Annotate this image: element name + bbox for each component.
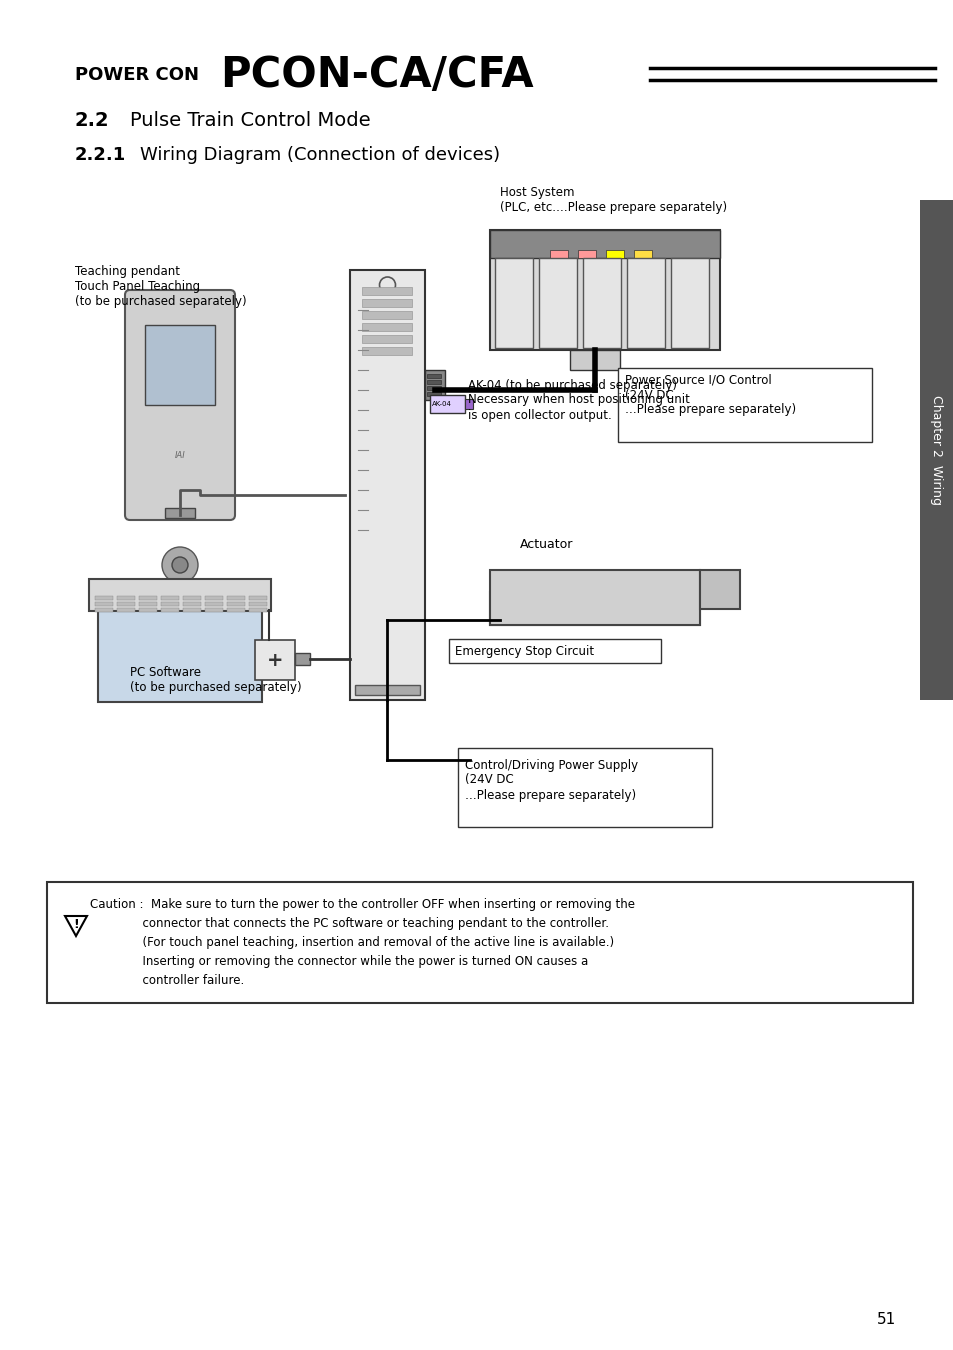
Bar [700,570,740,609]
Text: !: ! [73,918,79,930]
FancyBboxPatch shape [449,639,660,663]
Bar [205,608,223,612]
Bar [139,595,157,599]
Bar [569,350,619,370]
Bar [227,595,245,599]
Bar [161,602,179,606]
Text: Teaching pendant
Touch Panel Teaching
(to be purchased separately): Teaching pendant Touch Panel Teaching (t… [75,265,247,308]
Text: Chapter 2  Wiring: Chapter 2 Wiring [929,396,943,505]
Bar [249,602,267,606]
Text: PC Software
(to be purchased separately): PC Software (to be purchased separately) [130,666,301,694]
Bar [294,653,310,666]
Text: AK-04 (to be purchased separately)
Necessary when host positioning unit
is open : AK-04 (to be purchased separately) Neces… [468,378,689,421]
FancyBboxPatch shape [350,270,424,701]
Bar [582,258,620,348]
Text: Control/Driving Power Supply
(24V DC
…Please prepare separately): Control/Driving Power Supply (24V DC …Pl… [464,759,638,802]
Bar [361,298,412,306]
Bar [361,335,412,343]
Bar [145,325,214,405]
Bar [538,258,577,348]
Text: 2.2: 2.2 [75,111,110,130]
Bar [361,288,412,296]
Text: POWER CON: POWER CON [75,66,199,84]
Bar [361,323,412,331]
Bar [578,250,596,258]
Bar [227,608,245,612]
Bar [427,392,440,396]
Bar [117,595,135,599]
Bar [424,370,444,400]
Text: IAI: IAI [174,451,185,459]
Circle shape [162,547,198,583]
Bar [361,310,412,319]
Text: 2.2.1: 2.2.1 [75,146,126,163]
Bar [117,608,135,612]
Text: Emergency Stop Circuit: Emergency Stop Circuit [455,644,594,657]
Text: 51: 51 [876,1312,895,1327]
Bar [227,602,245,606]
Bar [254,640,294,680]
Bar [361,347,412,355]
FancyBboxPatch shape [125,290,234,520]
Text: Power Source I/O Control
(24V DC
…Please prepare separately): Power Source I/O Control (24V DC …Please… [624,374,796,417]
Bar [205,602,223,606]
Bar [249,608,267,612]
Bar [490,230,720,350]
Bar [605,250,623,258]
Bar [626,258,664,348]
FancyBboxPatch shape [618,369,871,441]
Bar [495,258,533,348]
Bar [427,379,440,383]
FancyBboxPatch shape [47,882,912,1003]
Text: Host System
(PLC, etc.…Please prepare separately): Host System (PLC, etc.…Please prepare se… [499,186,726,215]
Text: Pulse Train Control Mode: Pulse Train Control Mode [130,111,370,130]
Bar [161,595,179,599]
Bar [205,595,223,599]
FancyBboxPatch shape [457,748,711,828]
Bar [427,374,440,378]
Bar [183,602,201,606]
Bar [183,608,201,612]
Bar [117,602,135,606]
Circle shape [172,558,188,572]
Bar [670,258,708,348]
Bar [430,396,464,413]
Bar [95,608,112,612]
FancyBboxPatch shape [89,579,271,612]
Bar [490,570,700,625]
Bar [95,602,112,606]
FancyBboxPatch shape [98,608,262,702]
Text: Wiring Diagram (Connection of devices): Wiring Diagram (Connection of devices) [140,146,499,163]
Bar [249,595,267,599]
Text: +: + [267,651,283,670]
Bar [490,230,720,258]
Bar [183,595,201,599]
Bar [355,684,419,695]
Bar [464,400,473,409]
Bar [165,508,194,518]
Bar [919,200,953,701]
Text: Actuator: Actuator [519,539,573,552]
Bar [161,608,179,612]
Bar [634,250,651,258]
Text: AK-04: AK-04 [432,401,452,406]
Bar [95,595,112,599]
Bar [139,608,157,612]
Bar [427,386,440,390]
Bar [490,593,700,625]
Text: Caution :  Make sure to turn the power to the controller OFF when inserting or r: Caution : Make sure to turn the power to… [90,898,635,987]
Text: PCON-CA/CFA: PCON-CA/CFA [220,54,533,96]
Bar [550,250,567,258]
Bar [139,602,157,606]
